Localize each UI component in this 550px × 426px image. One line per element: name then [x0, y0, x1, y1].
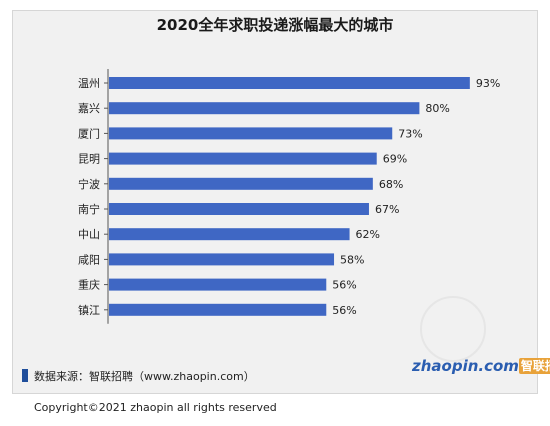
data-label: 56%	[332, 279, 356, 292]
source-text: 数据来源：智联招聘（www.zhaopin.com）	[34, 370, 255, 383]
chart-title: 2020全年求职投递涨幅最大的城市	[156, 16, 394, 34]
data-label: 68%	[379, 178, 403, 191]
logo-cjk: 智联招聘	[518, 358, 550, 374]
source-note: 数据来源：智联招聘（www.zhaopin.com）	[22, 369, 255, 385]
category-label: 昆明	[78, 153, 100, 166]
category-label: 宁波	[78, 177, 100, 191]
data-label: 93%	[476, 77, 500, 90]
source-marker-icon	[22, 369, 28, 382]
data-label: 80%	[425, 102, 449, 115]
copyright-text: Copyright©2021 zhaopin all rights reserv…	[34, 401, 277, 414]
bar	[109, 228, 350, 241]
category-label: 重庆	[78, 278, 100, 292]
logo-latin: zhaopin.com	[412, 357, 519, 375]
bar	[109, 303, 327, 316]
category-label: 镇江	[78, 303, 100, 317]
bar	[109, 203, 369, 215]
category-label: 中山	[78, 228, 100, 241]
bar	[109, 77, 470, 89]
data-label: 73%	[398, 127, 422, 140]
bar	[109, 102, 420, 115]
bar	[109, 253, 335, 266]
data-label: 58%	[340, 253, 364, 266]
bar	[109, 177, 373, 190]
category-label: 嘉兴	[78, 101, 100, 115]
data-label: 67%	[375, 203, 399, 216]
data-label: 56%	[332, 304, 356, 317]
watermark-seal	[420, 296, 486, 362]
category-label: 咸阳	[78, 253, 100, 266]
category-label: 南宁	[78, 202, 100, 216]
zhaopin-logo: zhaopin.com智联招聘	[412, 353, 550, 379]
bar	[109, 152, 377, 165]
data-label: 62%	[356, 228, 380, 241]
category-label: 温州	[78, 77, 100, 90]
category-label: 厦门	[78, 126, 100, 140]
bar	[109, 278, 327, 291]
data-label: 69%	[383, 153, 407, 166]
bar	[109, 127, 393, 140]
